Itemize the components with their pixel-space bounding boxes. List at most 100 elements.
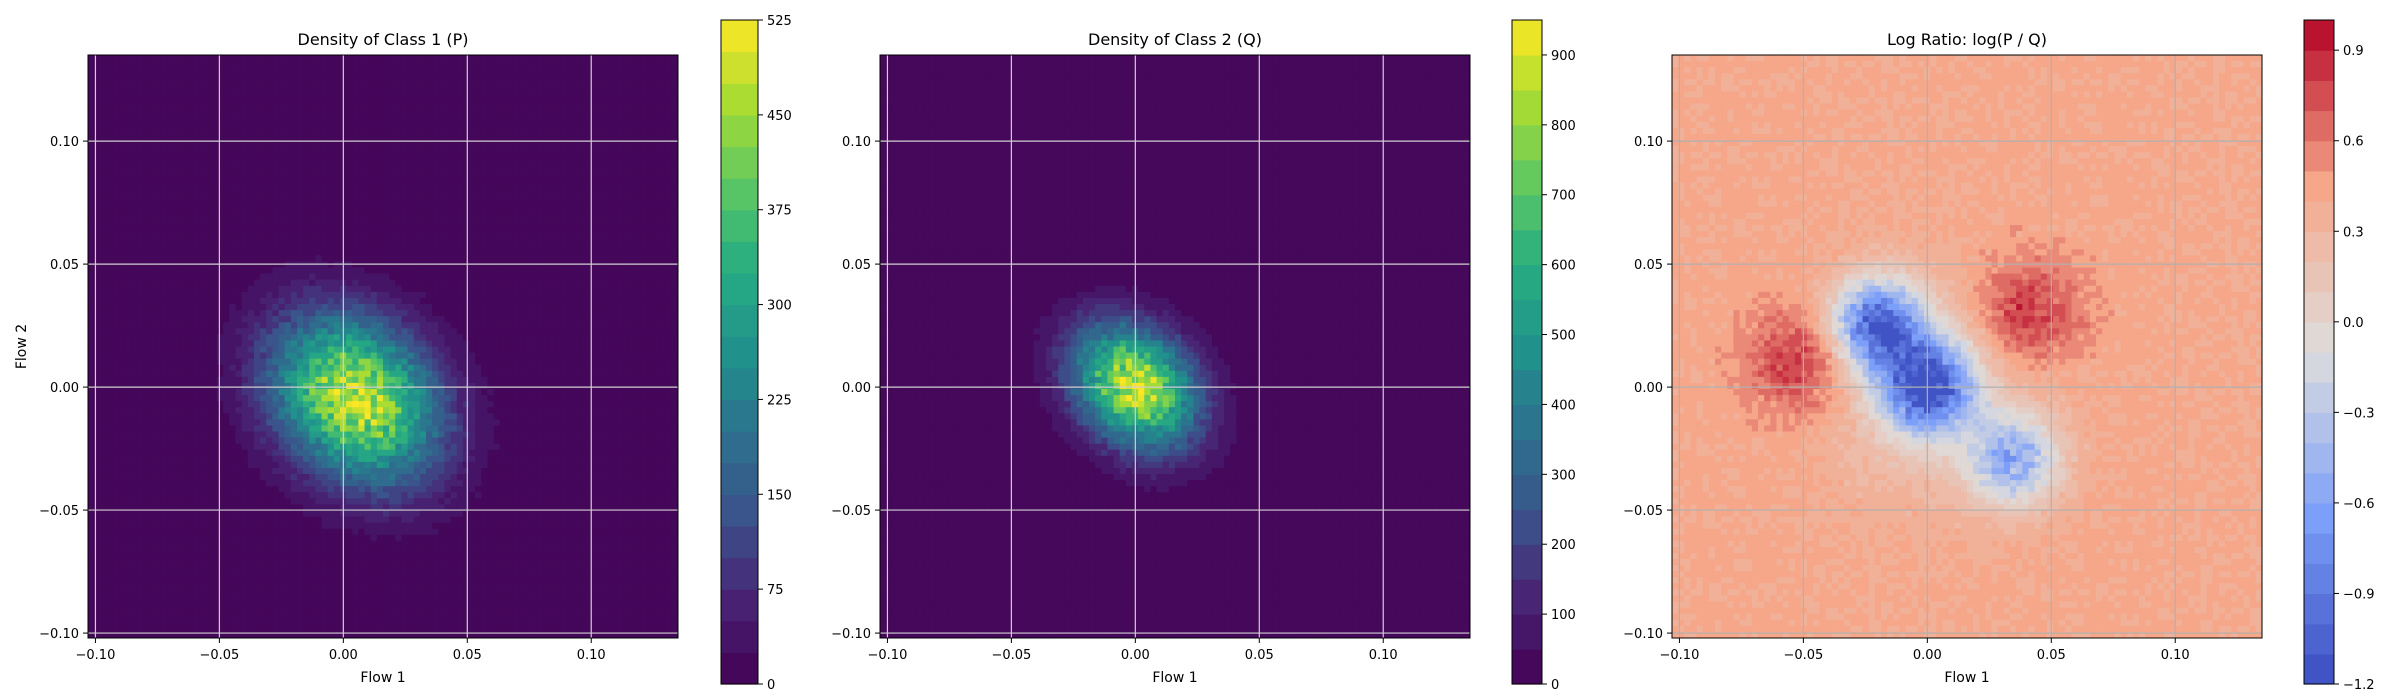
heatmap-cell	[395, 225, 403, 232]
heatmap-cell	[315, 455, 323, 463]
heatmap-cell	[198, 194, 206, 202]
heatmap-cell	[370, 407, 378, 414]
heatmap-cell	[167, 316, 175, 323]
heatmap-cell	[346, 328, 353, 335]
heatmap-cell	[241, 225, 249, 232]
heatmap-cell	[198, 467, 206, 475]
heatmap-cell	[167, 303, 175, 311]
heatmap-cell	[100, 352, 108, 360]
heatmap-cell	[315, 334, 323, 342]
heatmap-cell	[131, 133, 138, 141]
heatmap-cell	[253, 212, 261, 220]
heatmap-cell	[94, 364, 101, 372]
heatmap-cell	[137, 461, 144, 469]
heatmap-cell	[241, 546, 249, 554]
heatmap-cell	[223, 85, 230, 93]
heatmap-cell	[327, 346, 335, 354]
heatmap-cell	[358, 273, 366, 281]
heatmap-cell	[241, 631, 249, 638]
heatmap-cell	[118, 85, 126, 93]
heatmap-cell	[149, 583, 157, 591]
heatmap-cell	[217, 528, 224, 536]
heatmap-cell	[247, 188, 255, 196]
heatmap-cell	[278, 91, 286, 99]
heatmap-cell	[180, 176, 187, 184]
heatmap-cell	[137, 346, 144, 354]
heatmap-cell	[241, 255, 249, 263]
heatmap-cell	[389, 188, 396, 196]
heatmap-cell	[303, 358, 310, 366]
heatmap-cell	[327, 334, 335, 342]
heatmap-cell	[364, 261, 372, 269]
heatmap-cell	[333, 631, 341, 638]
heatmap-cell	[346, 619, 353, 627]
heatmap-cell	[383, 249, 390, 256]
heatmap-cell	[376, 571, 384, 578]
heatmap-cell	[266, 67, 273, 74]
heatmap-cell	[321, 206, 329, 214]
heatmap-cell	[223, 382, 230, 390]
heatmap-cell	[358, 504, 366, 512]
heatmap-cell	[266, 370, 273, 378]
heatmap-cell	[389, 419, 396, 427]
heatmap-cell	[149, 540, 157, 548]
heatmap-cell	[278, 158, 286, 165]
heatmap-cell	[296, 188, 304, 196]
heatmap-cell	[383, 194, 390, 202]
heatmap-cell	[401, 61, 409, 68]
heatmap-cell	[235, 425, 243, 433]
heatmap-cell	[137, 474, 144, 481]
heatmap-cell	[266, 127, 273, 135]
heatmap-cell	[143, 273, 151, 281]
heatmap-cell	[358, 334, 366, 342]
heatmap-cell	[284, 249, 292, 256]
heatmap-cell	[192, 316, 200, 323]
heatmap-cell	[395, 212, 403, 220]
heatmap-cell	[395, 133, 403, 141]
heatmap-cell	[192, 528, 200, 536]
heatmap-cell	[401, 474, 409, 481]
heatmap-cell	[321, 613, 329, 621]
heatmap-cell	[161, 607, 169, 615]
heatmap-cell	[303, 583, 310, 591]
heatmap-cell	[321, 631, 329, 638]
heatmap-cell	[346, 395, 353, 402]
heatmap-cell	[204, 498, 212, 505]
heatmap-cell	[112, 631, 120, 638]
heatmap-cell	[131, 303, 138, 311]
heatmap-cell	[266, 133, 273, 141]
heatmap-cell	[352, 546, 360, 554]
heatmap-cell	[364, 297, 372, 305]
heatmap-cell	[186, 498, 194, 505]
heatmap-cell	[180, 231, 187, 238]
heatmap-cell	[333, 133, 341, 141]
heatmap-cell	[137, 443, 144, 451]
heatmap-cell	[174, 67, 181, 74]
heatmap-cell	[143, 413, 151, 420]
heatmap-cell	[180, 437, 187, 445]
heatmap-cell	[383, 364, 390, 372]
heatmap-cell	[174, 267, 181, 275]
heatmap-cell	[167, 255, 175, 263]
heatmap-cell	[253, 322, 261, 329]
heatmap-cell	[223, 577, 230, 584]
heatmap-cell	[210, 619, 218, 627]
heatmap-cell	[290, 67, 298, 74]
heatmap-cell	[186, 67, 194, 74]
heatmap-cell	[346, 73, 353, 80]
heatmap-cell	[161, 103, 169, 111]
heatmap-cell	[161, 206, 169, 214]
heatmap-cell	[217, 91, 224, 99]
heatmap-cell	[253, 631, 261, 638]
heatmap-cell	[137, 164, 144, 171]
heatmap-cell	[346, 316, 353, 323]
heatmap-cell	[241, 200, 249, 208]
heatmap-cell	[241, 437, 249, 445]
heatmap-cell	[278, 140, 286, 147]
heatmap-cell	[143, 504, 151, 512]
heatmap-cell	[186, 449, 194, 457]
heatmap-cell	[272, 474, 280, 481]
heatmap-cell	[266, 467, 273, 475]
heatmap-cell	[333, 571, 341, 578]
heatmap-cell	[260, 352, 267, 360]
